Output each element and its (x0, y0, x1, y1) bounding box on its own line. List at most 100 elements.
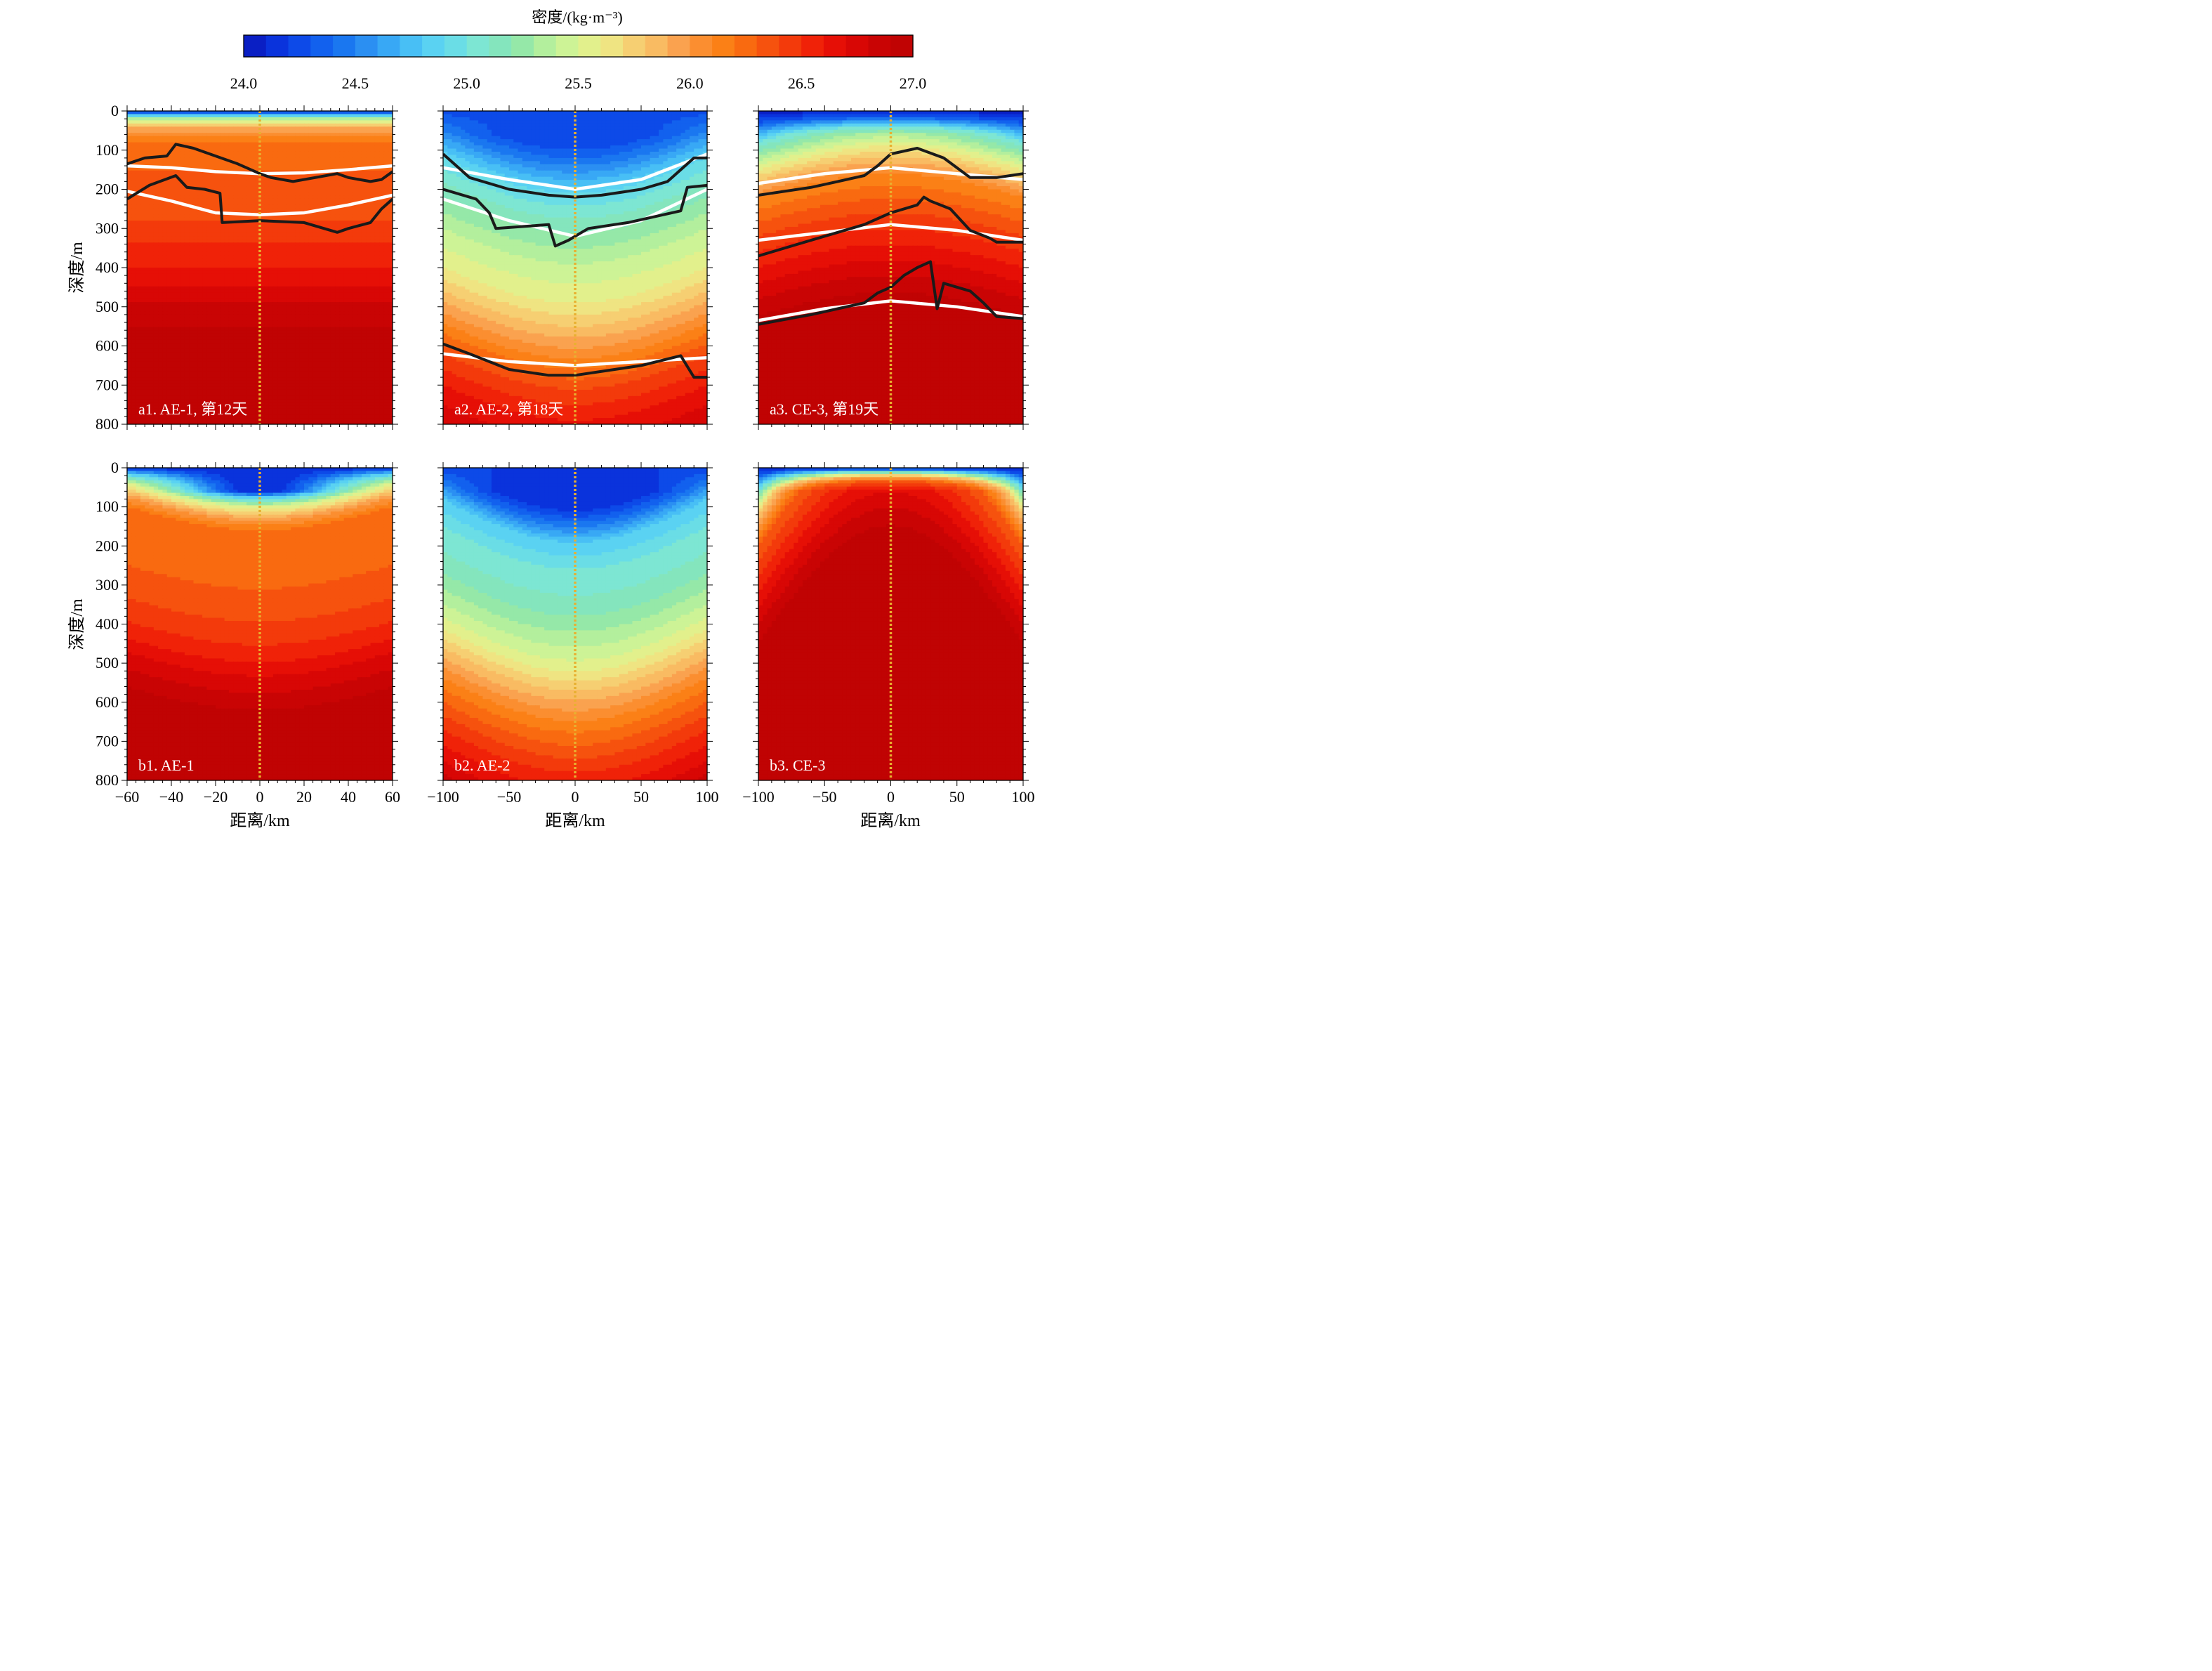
density-cell (291, 214, 296, 218)
density-cell (361, 173, 367, 178)
density-cell (206, 232, 212, 237)
density-cell (176, 324, 181, 328)
density-cell (374, 202, 380, 206)
density-cell (246, 261, 252, 266)
density-cell (370, 348, 376, 353)
density-cell (216, 195, 220, 199)
density-cell (361, 289, 367, 294)
density-cell (171, 180, 176, 184)
density-cell (388, 161, 393, 165)
density-cell (202, 361, 208, 365)
density-cell (383, 324, 389, 328)
density-cell (277, 258, 283, 262)
colorbar-swatch (712, 35, 735, 57)
density-cell (335, 352, 341, 356)
density-cell (153, 289, 159, 294)
density-cell (295, 273, 301, 278)
density-cell (322, 180, 327, 184)
density-cell (149, 151, 154, 156)
density-cell (339, 148, 345, 152)
density-cell (264, 183, 270, 187)
density-cell (312, 286, 318, 290)
density-cell (264, 286, 270, 290)
density-cell (224, 324, 230, 328)
density-cell (176, 151, 181, 156)
density-cell (145, 264, 150, 268)
density-cell (255, 195, 261, 199)
density-cell (348, 195, 353, 199)
density-cell (260, 358, 265, 362)
density-cell (180, 283, 185, 287)
density-cell (136, 211, 141, 215)
density-cell (180, 277, 185, 281)
density-cell (140, 348, 145, 353)
density-cell (260, 161, 265, 165)
density-cell (264, 114, 270, 118)
density-cell (330, 148, 336, 152)
density-cell (357, 242, 362, 247)
colorbar-swatch (868, 35, 891, 57)
density-cell (260, 117, 265, 122)
density-cell (357, 189, 362, 193)
density-cell (277, 157, 283, 162)
density-cell (366, 348, 371, 353)
density-cell (383, 157, 389, 162)
density-cell (145, 251, 150, 256)
density-cell (220, 296, 225, 300)
density-cell (153, 214, 159, 218)
density-cell (291, 346, 296, 350)
density-cell (251, 264, 256, 268)
density-cell (388, 148, 393, 152)
density-cell (145, 151, 150, 156)
density-cell (197, 198, 203, 203)
density-cell (211, 129, 216, 133)
density-cell (206, 133, 212, 137)
density-cell (216, 189, 220, 193)
density-cell (176, 346, 181, 350)
density-cell (153, 343, 159, 347)
density-cell (158, 280, 164, 284)
density-cell (211, 214, 216, 218)
density-cell (251, 114, 256, 118)
density-cell (299, 227, 305, 231)
density-cell (149, 327, 154, 331)
density-cell (127, 317, 132, 322)
density-cell (366, 320, 371, 325)
density-cell (145, 348, 150, 353)
density-cell (260, 195, 265, 199)
density-cell (140, 324, 145, 328)
density-cell (295, 214, 301, 218)
density-cell (322, 151, 327, 156)
density-cell (251, 343, 256, 347)
density-cell (197, 161, 203, 165)
density-cell (153, 211, 159, 215)
density-cell (374, 242, 380, 247)
density-cell (158, 148, 164, 152)
density-cell (184, 126, 190, 131)
density-cell (330, 236, 336, 240)
density-cell (335, 155, 341, 159)
density-cell (228, 157, 234, 162)
density-cell (140, 343, 145, 347)
density-cell (348, 136, 353, 140)
density-cell (286, 320, 291, 325)
density-cell (202, 114, 208, 118)
density-cell (379, 302, 385, 306)
density-cell (388, 348, 393, 353)
density-cell (317, 204, 322, 209)
density-cell (242, 289, 247, 294)
density-cell (264, 296, 270, 300)
density-cell (357, 236, 362, 240)
density-cell (153, 148, 159, 152)
density-cell (255, 111, 261, 115)
density-cell (255, 183, 261, 187)
density-cell (357, 348, 362, 353)
density-cell (176, 299, 181, 303)
density-cell (353, 365, 358, 369)
density-cell (211, 270, 216, 275)
density-cell (211, 311, 216, 315)
density-cell (330, 164, 336, 168)
density-cell (291, 255, 296, 259)
density-cell (353, 327, 358, 331)
density-cell (131, 343, 137, 347)
